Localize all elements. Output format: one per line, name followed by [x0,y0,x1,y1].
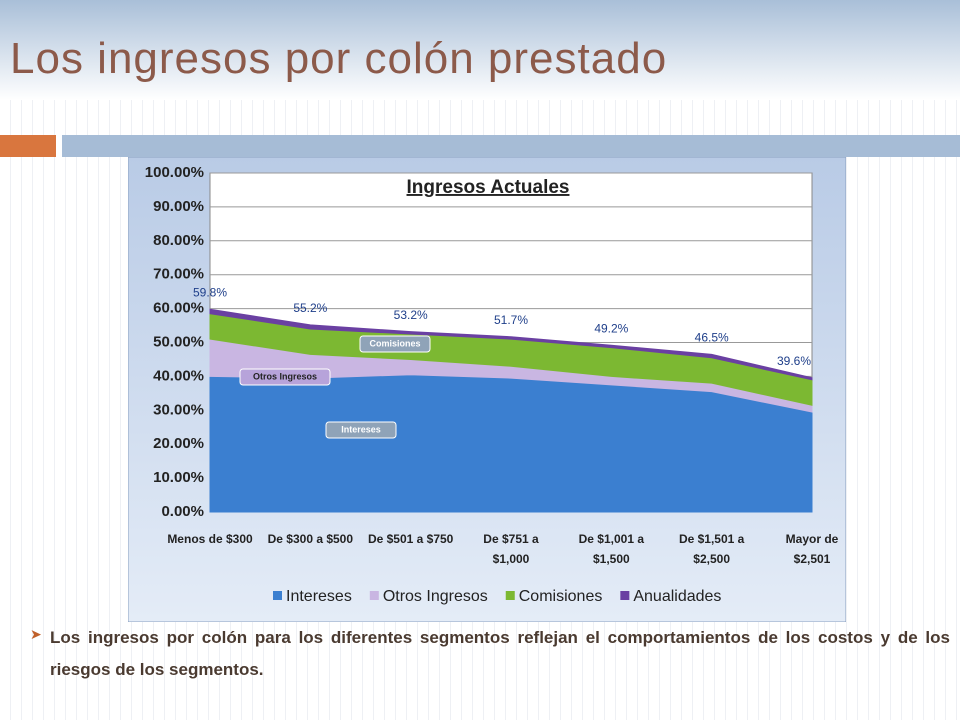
accent-bar [0,135,56,157]
legend-label: Comisiones [519,588,603,605]
callout-label: Intereses [341,424,381,434]
total-label: 59.8% [193,285,227,299]
callout-box [325,421,397,439]
y-tick-label: 0.00% [161,503,204,520]
y-tick-label: 90.00% [153,198,204,215]
y-tick-label: 70.00% [153,266,204,283]
callout-label: Comisiones [369,338,420,348]
total-label: 39.6% [777,354,811,368]
x-tick-label: De $1,501 a $2,500 [678,532,745,566]
x-tick-label: Mayor de $2,501 [785,532,839,566]
y-tick-label: 20.00% [153,435,204,452]
legend-swatch [620,591,630,600]
y-tick-label: 40.00% [153,367,204,384]
x-tick-label: De $501 a $750 [367,532,454,546]
legend-swatch [369,591,379,600]
total-label: 51.7% [494,313,528,327]
legend-label: Otros Ingresos [383,588,488,605]
legend-label: Intereses [286,588,352,605]
accent-bar [62,135,960,157]
y-tick-label: 10.00% [153,469,204,486]
y-tick-label: 50.00% [153,333,204,350]
y-tick-label: 80.00% [153,232,204,249]
x-tick-label: De $751 a $1,000 [483,532,539,566]
total-label: 53.2% [394,308,428,322]
header-band [0,0,960,100]
bullet-marker: ➤ [30,626,42,642]
callout-box [359,335,431,353]
chart-title: Ingresos Actuales [407,177,570,198]
legend-swatch [505,591,515,600]
chart: Ingresos Actuales 0.00% 10.00% 20.00% 30.00… [128,157,846,622]
y-tick-label: 30.00% [153,401,204,418]
total-label: 49.2% [594,321,628,335]
callout-label: Otros Ingresos [253,371,317,381]
x-tick-label: De $300 a $500 [267,532,354,546]
x-tick-label: De $1,001 a $1,500 [578,532,645,566]
y-tick-label: 100.00% [145,164,204,181]
bullet-text: Los ingresos por colón para los diferent… [50,628,950,679]
legend-label: Anualidades [633,588,721,605]
area [209,374,813,513]
y-tick-label: 60.00% [153,300,204,317]
x-tick-label: Menos de $300 [167,532,253,546]
total-label: 46.5% [695,331,729,345]
total-label: 55.2% [293,301,327,315]
callout-box [239,368,331,386]
slide-title: Los ingresos por colón prestado [10,34,668,83]
legend-swatch [273,591,282,600]
area [209,308,813,381]
